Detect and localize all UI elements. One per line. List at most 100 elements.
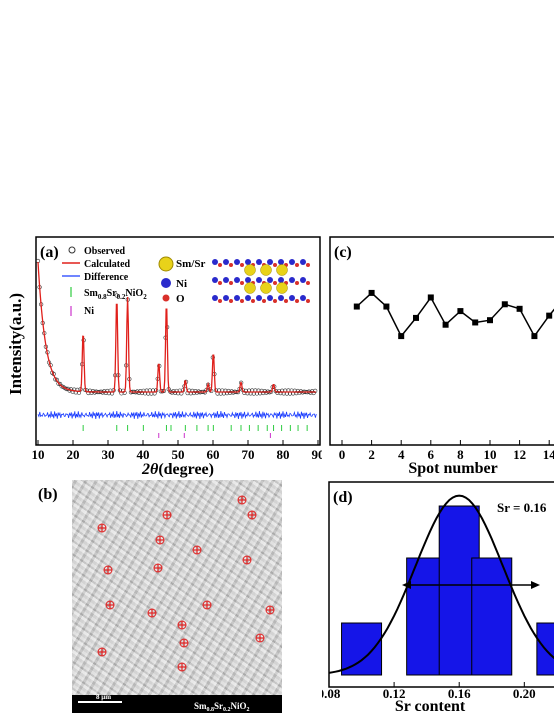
ni-atom <box>267 295 273 301</box>
legend-phase2: Ni <box>84 306 94 317</box>
o-atom <box>295 299 299 303</box>
spot-point <box>398 333 405 340</box>
xrd-tick-label: 80 <box>277 447 290 462</box>
histogram-bar <box>341 622 383 676</box>
spot-point <box>457 308 464 315</box>
scale-bar-label: 8 μm <box>96 693 111 701</box>
structure-ni-label: Ni <box>176 278 187 290</box>
spot-tick-label: 2 <box>368 447 375 462</box>
sem-caption: Sm0.8Sr0.2NiO2 <box>194 701 250 713</box>
spot-tick-label: 6 <box>428 447 435 462</box>
o-atom <box>218 299 222 303</box>
xrd-curves <box>35 258 318 438</box>
o-atom <box>229 281 233 285</box>
panel-d-label: (d) <box>333 489 353 506</box>
ni-atom <box>234 277 240 283</box>
sem-micrograph <box>72 480 282 710</box>
legend-calculated: Calculated <box>84 259 131 270</box>
spot-point <box>472 319 479 326</box>
histogram-tick-label: 0.12 <box>383 686 406 701</box>
ni-atom <box>278 259 284 265</box>
spot-point <box>531 333 538 340</box>
spot-line <box>356 291 554 338</box>
smsr-atom-icon <box>158 256 174 272</box>
o-atom-icon <box>162 294 170 302</box>
o-atom <box>240 281 244 285</box>
histogram-tick-label: 0.08 <box>322 686 341 701</box>
ni-atom <box>289 259 295 265</box>
spot-tick-label: 14 <box>543 447 554 462</box>
spot-point <box>487 317 493 324</box>
ni-atom <box>212 295 218 301</box>
ni-atom <box>245 259 251 265</box>
smsr-atom <box>244 264 256 276</box>
ni-atom <box>223 259 229 265</box>
ni-atom <box>245 295 251 301</box>
spot-point <box>516 305 523 312</box>
ni-atom <box>245 277 251 283</box>
spot-point <box>413 314 419 321</box>
ni-atom <box>300 295 306 301</box>
spot-point <box>442 321 449 328</box>
xrd-ylabel: Intensity(a.u.) <box>6 293 25 395</box>
sem-info-bar <box>72 695 282 713</box>
o-atom <box>295 263 299 267</box>
o-atom <box>273 281 277 285</box>
o-atom <box>262 299 266 303</box>
ni-atom <box>267 259 273 265</box>
smsr-atom <box>260 282 272 294</box>
spot-point <box>353 303 360 310</box>
ni-atom <box>300 259 306 265</box>
legend-phase1: Sm0.8Sr0.2NiO2 <box>84 288 147 301</box>
smsr-atom <box>244 282 256 294</box>
spot-frame <box>329 236 554 446</box>
o-atom <box>240 263 244 267</box>
spot-point <box>546 312 553 319</box>
spot-markers <box>97 495 275 672</box>
spot-xticks: 0 2 4 6 8 10 12 14 <box>339 440 554 462</box>
sem-overlay: 8 μm Sm0.8Sr0.2NiO2 <box>72 495 282 713</box>
panel-c-label: (c) <box>334 244 352 261</box>
smsr-atom <box>260 264 272 276</box>
histogram-xlabel: Sr content <box>395 698 466 715</box>
xrd-panel: (a) Intensity(a.u.) 10 20 30 40 50 60 70 80 90 2… <box>6 236 322 478</box>
spot-point <box>501 301 508 308</box>
spot-series <box>353 289 554 340</box>
xrd-tick-label: 60 <box>207 447 220 462</box>
ni-atom <box>289 295 295 301</box>
histogram-xticks: 0.08 0.12 0.16 0.20 <box>322 682 536 701</box>
histogram-bar <box>471 557 513 676</box>
o-atom <box>240 299 244 303</box>
ni-atom <box>267 277 273 283</box>
o-atom <box>229 299 233 303</box>
ni-atom <box>256 277 262 283</box>
ni-atom <box>278 295 284 301</box>
observed-point <box>313 388 318 393</box>
o-atom <box>251 299 255 303</box>
ni-atom <box>289 277 295 283</box>
fwhm-arrow <box>402 581 540 589</box>
legend-observed: Observed <box>84 246 126 257</box>
histogram-tick-label: 0.20 <box>513 686 536 701</box>
structure-smsr-label: Sm/Sr <box>176 258 205 270</box>
panel-b-label: (b) <box>38 486 58 503</box>
smsr-atom <box>276 282 288 294</box>
calculated-line <box>37 261 316 393</box>
spot-tick-label: 0 <box>339 447 346 462</box>
o-atom <box>284 299 288 303</box>
legend-observed-marker <box>68 246 76 254</box>
o-atom <box>218 281 222 285</box>
ni-atom <box>256 295 262 301</box>
xrd-tick-label: 20 <box>67 447 80 462</box>
o-atom <box>306 281 310 285</box>
xrd-tick-label: 70 <box>242 447 255 462</box>
spot-xlabel: Spot number <box>408 460 497 477</box>
gaussian-fit-curve <box>328 494 554 674</box>
observed-point <box>114 293 119 298</box>
legend-difference: Difference <box>84 272 129 283</box>
spot-panel: (c) 0 2 4 6 8 10 12 14 Spot number <box>329 236 554 477</box>
spot-tick-label: 8 <box>457 447 464 462</box>
ni-atom <box>223 295 229 301</box>
sr-annotation: Sr = 0.16 <box>497 500 547 515</box>
histogram-panel: (d) 0.08 0.12 0.16 0.20 Sr = 0.16 Sr conten… <box>322 481 554 715</box>
